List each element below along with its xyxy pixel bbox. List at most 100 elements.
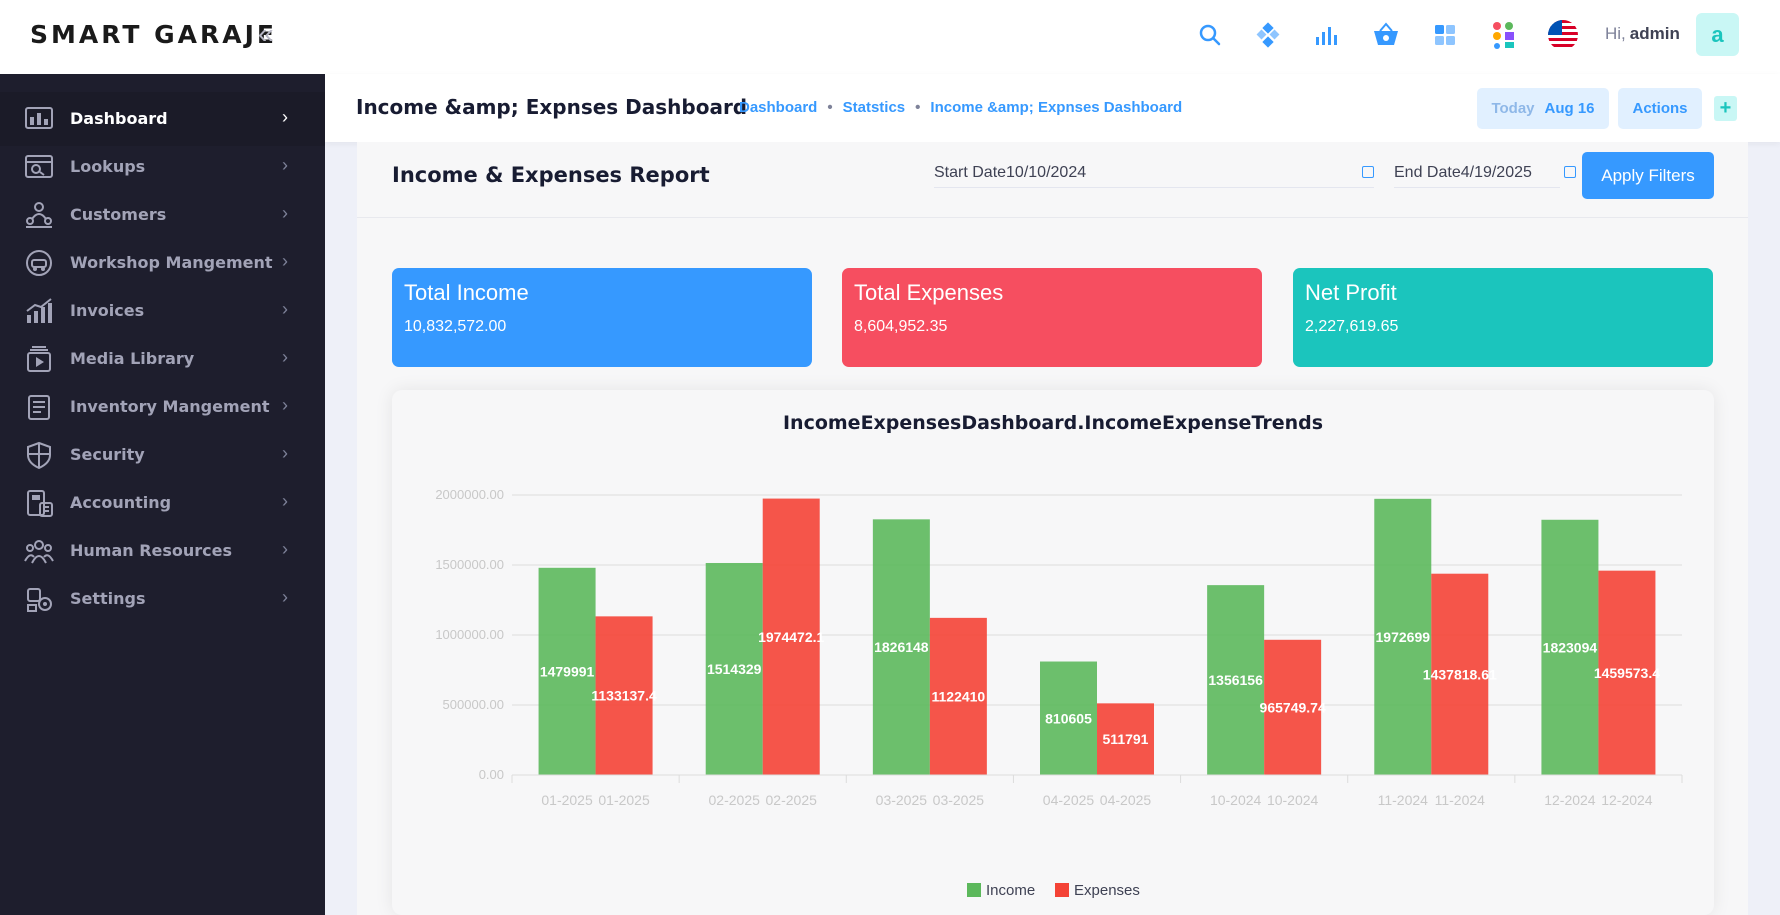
statistics-icon[interactable]: [1310, 18, 1344, 52]
total-income-card: Total Income 10,832,572.00: [392, 268, 812, 367]
chevron-right-icon: ›: [282, 587, 288, 607]
x-tick-label: 03-2025: [933, 792, 985, 808]
sidebar-item-lookups[interactable]: Lookups ›: [0, 140, 325, 194]
today-label: Today: [1491, 100, 1535, 117]
x-tick-label: 01-2025: [541, 792, 593, 808]
bar-income: [705, 562, 763, 775]
sidebar-item-label: Human Resources: [70, 541, 233, 560]
bar-income: [1374, 498, 1432, 775]
y-tick-label: 2000000.00: [435, 487, 504, 502]
username: admin: [1629, 24, 1680, 43]
search-icon[interactable]: [1193, 18, 1227, 52]
start-date-value: 10/10/2024: [1006, 163, 1087, 181]
chevron-right-icon: ›: [282, 443, 288, 463]
x-tick-label: 12-2024: [1544, 792, 1596, 808]
us-flag-icon[interactable]: [1546, 18, 1580, 52]
sidebar-item-security[interactable]: Security ›: [0, 428, 325, 482]
income-expense-chart: 0.00 500000.00 1000000.00 1500000.00 2000000…: [435, 487, 1683, 899]
bar-expenses: [1264, 639, 1322, 775]
sidebar-item-inventory[interactable]: Inventory Mangement ›: [0, 380, 325, 434]
breadcrumb-item-dashboard[interactable]: Dashboard: [739, 99, 818, 116]
legend-swatch-expenses: [1055, 883, 1069, 897]
data-label: 810605: [1045, 710, 1092, 726]
end-date-label: End Date: [1394, 163, 1461, 181]
start-date-field[interactable]: Start Date 10/10/2024: [934, 158, 1374, 188]
stat-value: 8,604,952.35: [854, 318, 948, 335]
end-date-field[interactable]: End Date 4/19/2025: [1394, 158, 1560, 188]
sidebar-item-dashboard[interactable]: Dashboard ›: [0, 92, 325, 146]
sidebar: Dashboard › Lookups › Customers › Worksh…: [0, 74, 325, 915]
brand-logo[interactable]: SMART GARAJE: [30, 20, 277, 49]
greeting-text: Hi, admin: [1605, 24, 1680, 44]
y-tick-label: 1500000.00: [435, 557, 504, 572]
data-label: 1459573.4: [1594, 665, 1660, 681]
chevron-right-icon: ›: [282, 395, 288, 415]
data-label: 1133137.4: [591, 688, 657, 704]
trends-chart-card: IncomeExpensesDashboard.IncomeExpenseTre…: [392, 390, 1714, 915]
grid-layout-icon[interactable]: [1428, 18, 1462, 52]
net-profit-card: Net Profit 2,227,619.65: [1293, 268, 1713, 367]
apply-filters-button[interactable]: Apply Filters: [1582, 152, 1714, 199]
total-expenses-card: Total Expenses 8,604,952.35: [842, 268, 1262, 367]
data-label: 1356156: [1208, 672, 1263, 688]
sidebar-item-accounting[interactable]: Accounting ›: [0, 476, 325, 530]
x-tick-label: 04-2025: [1100, 792, 1152, 808]
avatar[interactable]: a: [1696, 13, 1739, 56]
y-tick-label: 0.00: [479, 767, 504, 782]
human-resources-icon: [24, 537, 54, 565]
apps-diamond-icon[interactable]: [1251, 18, 1285, 52]
sidebar-item-label: Lookups: [70, 157, 146, 176]
breadcrumb-item-statistics[interactable]: Statstics: [842, 99, 906, 116]
legend-label: Expenses: [1074, 882, 1140, 899]
security-icon: [24, 441, 54, 470]
end-date-calendar[interactable]: [1560, 158, 1576, 188]
settings-icon: [24, 585, 54, 613]
chevron-right-icon: ›: [282, 155, 288, 175]
cart-icon[interactable]: [1369, 18, 1403, 52]
data-label: 1823094: [1543, 639, 1598, 655]
stat-label: Total Expenses: [854, 280, 1004, 305]
breadcrumb-separator: •: [827, 99, 833, 116]
today-date-button[interactable]: Today Aug 16: [1477, 88, 1609, 129]
data-label: 965749.74: [1260, 699, 1326, 715]
collapse-sidebar-icon[interactable]: «: [258, 18, 274, 49]
breadcrumb: Dashboard • Statstics • Income &amp; Exp…: [739, 99, 1182, 116]
breadcrumb-item-current[interactable]: Income &amp; Expnses Dashboard: [930, 99, 1183, 116]
sidebar-item-label: Invoices: [70, 301, 145, 320]
page-title: Income &amp; Expnses Dashboard: [356, 95, 748, 119]
invoices-icon: [24, 297, 54, 325]
x-tick-label: 11-2024: [1435, 792, 1486, 808]
sidebar-item-label: Security: [70, 445, 145, 464]
sidebar-item-workshop[interactable]: Workshop Mangement ›: [0, 236, 325, 290]
sidebar-item-media-library[interactable]: Media Library ›: [0, 332, 325, 386]
sidebar-item-invoices[interactable]: Invoices ›: [0, 284, 325, 338]
chevron-right-icon: ›: [282, 491, 288, 511]
data-label: 511791: [1103, 731, 1149, 747]
customers-icon: [24, 201, 54, 229]
checklist-icon[interactable]: [1487, 18, 1521, 52]
data-label: 1974472.1: [758, 629, 824, 645]
bar-income: [1040, 661, 1097, 775]
x-tick-label: 04-2025: [1043, 792, 1095, 808]
data-label: 1122410: [931, 688, 985, 704]
x-tick-label: 10-2024: [1210, 792, 1262, 808]
x-tick-label: 11-2024: [1378, 792, 1429, 808]
sidebar-item-label: Inventory Mangement: [70, 397, 270, 416]
actions-button[interactable]: Actions: [1618, 88, 1702, 129]
x-tick-label: 02-2025: [709, 792, 761, 808]
calendar-icon[interactable]: [1564, 166, 1576, 178]
dashboard-icon: [24, 105, 54, 133]
breadcrumb-separator: •: [915, 99, 921, 116]
sidebar-item-label: Dashboard: [70, 109, 168, 128]
sidebar-item-human-resources[interactable]: Human Resources ›: [0, 524, 325, 578]
bar-expenses: [762, 498, 820, 775]
stat-label: Total Income: [404, 280, 529, 305]
sidebar-item-settings[interactable]: Settings ›: [0, 572, 325, 626]
add-button[interactable]: +: [1714, 96, 1737, 121]
workshop-icon: [24, 249, 54, 277]
chevron-right-icon: ›: [282, 203, 288, 223]
sidebar-item-customers[interactable]: Customers ›: [0, 188, 325, 242]
bar-expenses: [1431, 573, 1489, 775]
calendar-icon[interactable]: [1362, 166, 1374, 178]
sidebar-item-label: Workshop Mangement: [70, 253, 273, 272]
